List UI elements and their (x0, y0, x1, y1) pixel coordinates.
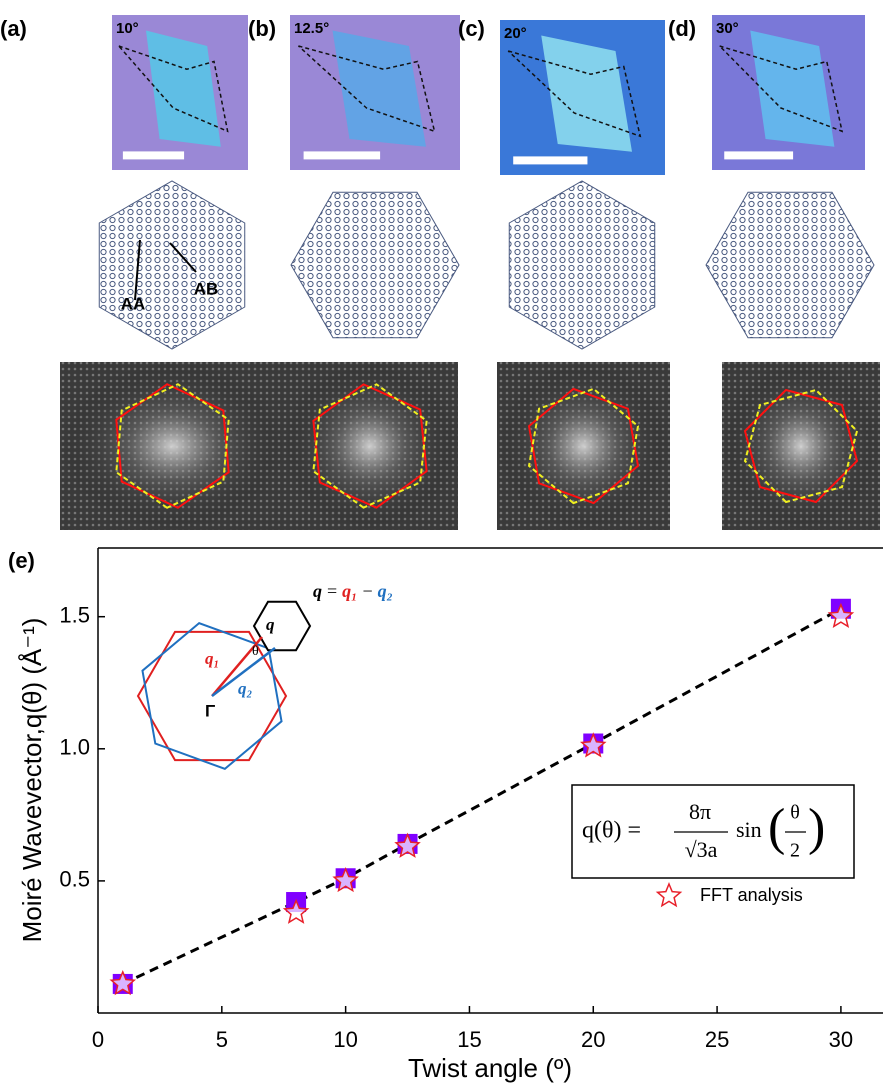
equation-part: q (313, 581, 322, 601)
x-tick-label: 0 (92, 1027, 104, 1052)
panel-label: (e) (8, 548, 35, 573)
y-axis-label: Moiré Wavevector,q(θ) (Å⁻¹) (17, 618, 47, 943)
moire-lattice (291, 192, 459, 337)
chart: (e) 0 5 10 15 20 25 30 0.5 1.0 1.5 Twist angle (º) M… (8, 548, 883, 1083)
angle-label: 10° (116, 20, 139, 37)
fft-glow (497, 362, 670, 530)
angle-label: 20° (504, 25, 527, 42)
formula-arg-num: θ (790, 802, 800, 824)
formula-fn: sin (736, 817, 762, 842)
x-tick-label: 25 (705, 1027, 729, 1052)
inset-theta: θ (252, 644, 259, 659)
legend-marker (658, 884, 681, 906)
moire-lattice (706, 192, 874, 337)
scale-bar (123, 151, 184, 159)
legend-label: FFT analysis (700, 885, 803, 905)
equation-part: − (362, 581, 372, 601)
formula-arg-den: 2 (790, 840, 800, 862)
x-tick-label: 5 (216, 1027, 228, 1052)
inset-hexagon-q (254, 602, 310, 650)
scale-bar (724, 151, 793, 159)
equation-part: q₂ (378, 581, 393, 601)
x-tick-label: 20 (581, 1027, 605, 1052)
angle-label: 30° (716, 20, 739, 37)
y-tick-label: 1.0 (59, 735, 90, 760)
x-axis-label: Twist angle (º) (408, 1053, 572, 1083)
inset-equation: q=q₁−q₂ (313, 581, 393, 601)
panel-label: (a) (0, 16, 27, 41)
scale-bar (513, 156, 587, 164)
panel-label: (d) (668, 16, 696, 41)
formula-den: √3a (685, 837, 718, 862)
lattice-label: AB (194, 279, 219, 298)
panel-label: (b) (248, 16, 276, 41)
figure: (a) 10° (b) 12.5° (c) 20° (d) 30° AA AB (e) 0 5 10 15… (0, 0, 883, 1088)
equation-part: q₁ (342, 581, 357, 601)
panel-label: (c) (458, 16, 485, 41)
fft-glow (722, 362, 880, 530)
moire-lattice (509, 181, 654, 349)
lattice-label: AA (121, 294, 146, 313)
inset-q2: q₂ (238, 679, 253, 698)
moire-lattice (99, 181, 244, 349)
inset-q: q (266, 615, 275, 634)
paren: ) (808, 799, 825, 856)
y-tick-label: 1.5 (59, 603, 90, 628)
paren: ( (768, 799, 785, 856)
inset-q1: q₁ (205, 649, 219, 668)
angle-label: 12.5° (294, 20, 329, 37)
x-tick-label: 15 (457, 1027, 481, 1052)
equation-part: = (327, 581, 337, 601)
inset-gamma: Γ (205, 701, 215, 720)
x-tick-label: 30 (829, 1027, 853, 1052)
formula-num: 8π (689, 799, 711, 824)
formula-lhs: q(θ) = (582, 818, 641, 844)
y-tick-label: 0.5 (59, 867, 90, 892)
x-tick-label: 10 (333, 1027, 357, 1052)
scale-bar (304, 151, 381, 159)
image-panels: (a) 10° (b) 12.5° (c) 20° (d) 30° AA AB (0, 15, 880, 530)
